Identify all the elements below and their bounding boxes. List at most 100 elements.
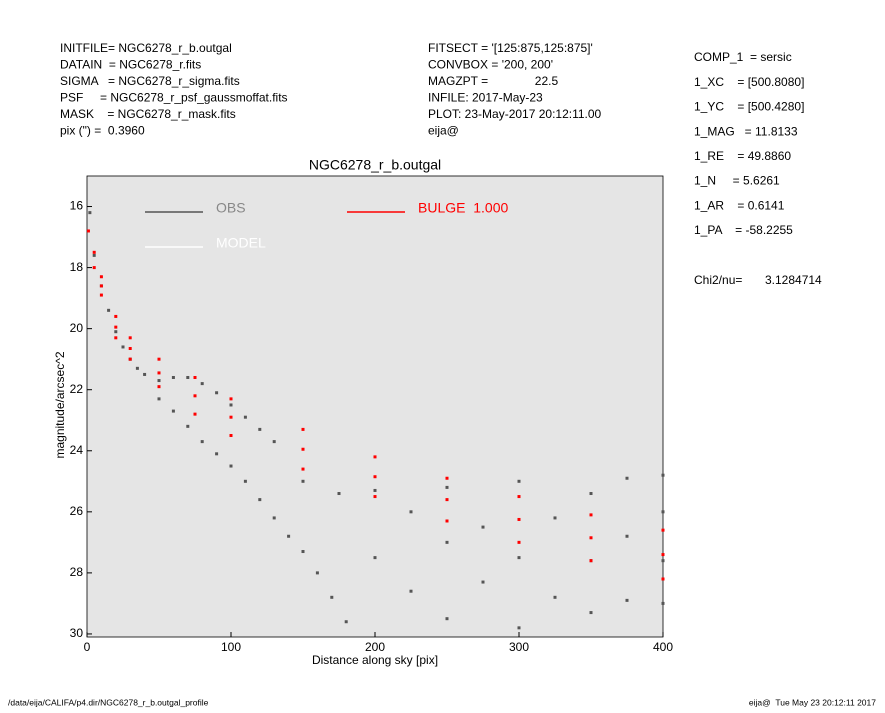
x-tick-label: 200	[365, 640, 385, 654]
footer-path: /data/eija/CALIFA/p4.dir/NGC6278_r_b.out…	[8, 697, 209, 707]
y-tick-label: 22	[70, 382, 84, 396]
header-line: CONVBOX = '200, 200'	[428, 58, 553, 72]
data-point	[589, 536, 593, 540]
data-point	[157, 357, 161, 361]
data-point	[373, 495, 377, 499]
data-point	[589, 611, 593, 615]
data-point	[121, 345, 125, 349]
data-point	[445, 540, 449, 544]
data-point	[88, 211, 92, 215]
data-point	[330, 595, 334, 599]
header-line: MAGZPT = 22.5	[428, 74, 558, 88]
data-point	[229, 397, 233, 401]
data-point	[589, 513, 593, 517]
data-point	[661, 601, 665, 605]
data-point	[157, 371, 161, 375]
data-point	[114, 336, 118, 340]
data-point	[99, 293, 103, 297]
fit-parameter: 1_PA = -58.2255	[694, 223, 793, 237]
data-point	[315, 571, 319, 575]
header-line: PSF = NGC6278_r_psf_gaussmoffat.fits	[60, 91, 288, 105]
fit-parameter: 1_MAG = 11.8133	[694, 124, 798, 138]
data-point	[114, 330, 118, 334]
y-tick-label: 20	[70, 321, 84, 335]
data-point	[157, 397, 161, 401]
header-line: eija@	[428, 124, 459, 138]
data-point	[517, 479, 521, 483]
data-point	[661, 473, 665, 477]
data-point	[373, 475, 377, 479]
data-point	[243, 479, 247, 483]
y-tick-label: 18	[70, 260, 84, 274]
fit-parameter: 1_AR = 0.6141	[694, 198, 785, 212]
y-tick-label: 16	[70, 199, 84, 213]
footer-date: eija@ Tue May 23 20:12:11 2017	[749, 697, 876, 707]
data-point	[625, 598, 629, 602]
data-point	[258, 498, 262, 502]
data-point	[661, 553, 665, 557]
x-axis-label: Distance along sky [pix]	[312, 653, 438, 667]
x-tick-label: 400	[653, 640, 673, 654]
y-tick-label: 28	[70, 565, 84, 579]
data-point	[661, 510, 665, 514]
data-point	[200, 440, 204, 444]
data-point	[92, 253, 96, 257]
legend-label: OBS	[216, 200, 246, 216]
data-point	[589, 492, 593, 496]
data-point	[229, 464, 233, 468]
data-point	[517, 540, 521, 544]
data-point	[200, 382, 204, 386]
fit-parameter: 1_N = 5.6261	[694, 174, 780, 188]
data-point	[99, 284, 103, 288]
plot-area	[86, 175, 664, 638]
data-point	[301, 447, 305, 451]
data-point	[553, 595, 557, 599]
header-line: DATAIN = NGC6278_r.fits	[60, 58, 201, 72]
x-tick-label: 0	[84, 640, 91, 654]
data-point	[272, 516, 276, 520]
data-point	[409, 589, 413, 593]
data-point	[128, 346, 132, 350]
data-point	[301, 479, 305, 483]
data-point	[445, 485, 449, 489]
x-tick-label: 300	[509, 640, 529, 654]
data-point	[517, 556, 521, 560]
header-line: INFILE: 2017-May-23	[428, 91, 543, 105]
data-point	[157, 385, 161, 389]
data-point	[229, 434, 233, 438]
data-point	[445, 617, 449, 621]
data-point	[92, 266, 96, 270]
data-point	[625, 534, 629, 538]
header-line: INITFILE= NGC6278_r_b.outgal	[60, 41, 232, 55]
data-point	[193, 375, 197, 379]
data-point	[661, 559, 665, 563]
data-point	[186, 375, 190, 379]
data-point	[143, 372, 147, 376]
data-point	[344, 620, 348, 624]
header-line: FITSECT = '[125:875,125:875]'	[428, 41, 593, 55]
data-point	[661, 577, 665, 581]
data-point	[215, 452, 219, 456]
data-point	[445, 498, 449, 502]
data-point	[337, 492, 341, 496]
fit-parameter: 1_YC = [500.4280]	[694, 100, 804, 114]
data-point	[157, 379, 161, 383]
data-point	[373, 455, 377, 459]
data-point	[86, 229, 90, 233]
fit-parameter: COMP_1 = sersic	[694, 50, 792, 64]
y-tick-label: 26	[70, 504, 84, 518]
data-point	[229, 415, 233, 419]
chi2-label: Chi2/nu=	[694, 273, 742, 287]
data-point	[301, 427, 305, 431]
data-point	[193, 412, 197, 416]
data-point	[517, 495, 521, 499]
legend-label: MODEL	[216, 235, 266, 251]
data-point	[481, 525, 485, 529]
data-point	[287, 534, 291, 538]
data-point	[517, 517, 521, 521]
data-point	[445, 476, 449, 480]
data-point	[517, 626, 521, 630]
data-point	[186, 424, 190, 428]
data-point	[171, 409, 175, 413]
data-point	[301, 550, 305, 554]
